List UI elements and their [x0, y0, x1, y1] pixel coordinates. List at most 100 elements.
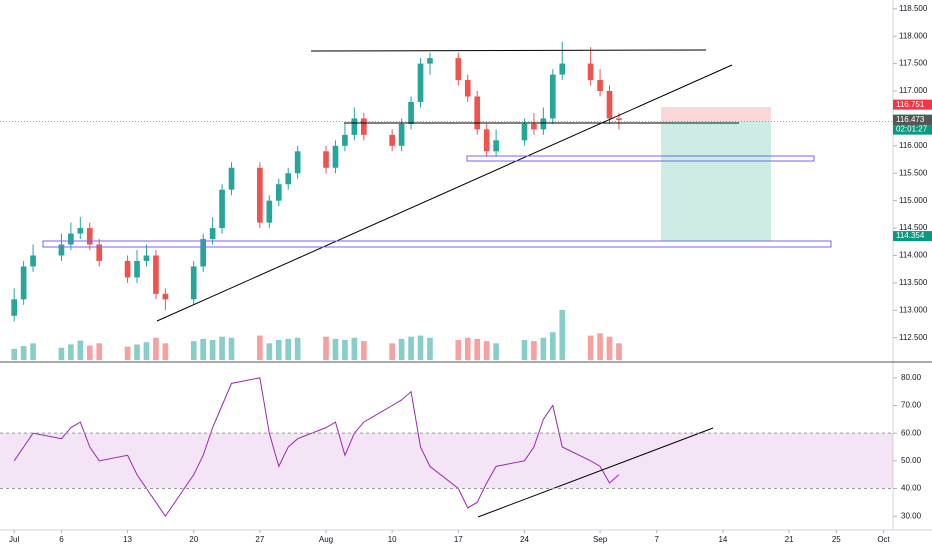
y-tick-label: 115.500 [899, 168, 928, 177]
x-tick-label: 24 [520, 535, 529, 544]
x-tick-label: 13 [123, 535, 132, 544]
candle-body [540, 118, 547, 130]
volume-bar [323, 336, 329, 360]
volume-bar [427, 337, 433, 360]
x-tick-label: 21 [785, 535, 794, 544]
volume-bar [417, 335, 424, 360]
candle-body [597, 80, 603, 92]
candle-body [398, 123, 405, 146]
candle-body [86, 228, 93, 245]
volume-bar [464, 337, 471, 360]
volume-bar [294, 337, 301, 360]
volume-bar [68, 344, 74, 360]
volume-bar [606, 336, 613, 360]
volume-bar [521, 340, 528, 360]
candle-body [531, 123, 537, 130]
x-tick-label: 17 [454, 535, 463, 544]
candle-body [20, 266, 27, 300]
candle-body [549, 74, 556, 119]
rsi-trendline [477, 427, 714, 518]
volume-bar [143, 342, 150, 360]
y2-tick-label: 70.00 [901, 401, 922, 410]
candle-body [134, 260, 140, 278]
volume-bar [285, 338, 292, 360]
volume-bar [597, 333, 603, 360]
candle-body [124, 260, 131, 278]
y-tick-label: 112.500 [899, 333, 928, 342]
candle-body [219, 189, 225, 229]
candle-body [143, 255, 150, 261]
volume-bar [58, 347, 65, 360]
candle-body [209, 228, 216, 240]
volume-bar [134, 344, 140, 360]
volume-bar [96, 343, 103, 360]
resistance-line [310, 49, 707, 52]
volume-bar [587, 335, 594, 360]
price-label: 114.354 [896, 231, 925, 240]
y-tick-label: 118.500 [899, 4, 928, 13]
volume-bar [228, 337, 235, 360]
volume-bar [474, 338, 481, 360]
candle-body [200, 239, 207, 267]
volume-bar [124, 346, 131, 360]
candle-body [342, 134, 348, 146]
volume-bar [408, 336, 414, 360]
volume-bar [209, 340, 216, 360]
price-label-bg [893, 231, 932, 242]
candle-body [266, 200, 273, 223]
candle-body [285, 173, 292, 185]
x-tick-label: Aug [319, 535, 333, 544]
candle-body [493, 140, 499, 152]
candle-body [294, 151, 301, 174]
support-zone [466, 155, 815, 162]
y-tick-label: 115.000 [899, 196, 928, 205]
rsi-line [13, 377, 620, 518]
volume-bar [190, 341, 197, 360]
candle-body [474, 96, 481, 130]
y2-tick-label: 60.00 [901, 428, 922, 437]
candle-body [616, 118, 622, 121]
candle-body [464, 80, 471, 97]
y2-tick-label: 50.00 [901, 456, 922, 465]
volume-bar [153, 337, 159, 360]
volume-bar [275, 340, 282, 360]
price-label: 116.751 [896, 100, 925, 109]
countdown-bg [893, 124, 932, 135]
volume-bar [86, 345, 93, 360]
y-tick-label: 114.000 [899, 251, 928, 260]
volume-bar [219, 336, 225, 360]
candle-body [11, 299, 18, 316]
x-tick-label: 25 [832, 535, 841, 544]
volume-bar [77, 340, 84, 360]
candle-body [483, 129, 490, 152]
y-tick-label: 117.000 [899, 86, 928, 95]
volume-bar [389, 343, 395, 360]
y-tick-label: 113.500 [899, 278, 928, 287]
candle-body [228, 167, 235, 190]
candle-body [417, 63, 424, 102]
x-tick-label: 27 [255, 535, 264, 544]
volume-bar [342, 340, 348, 360]
volume-bar [549, 332, 556, 360]
volume-bar [351, 337, 358, 360]
stop-zone [661, 107, 771, 121]
price-label-bg [893, 99, 932, 110]
y-tick-label: 117.500 [899, 59, 928, 68]
candle-body [58, 244, 65, 256]
x-tick-label: Oct [877, 535, 890, 544]
volume-bar [257, 335, 263, 360]
candle-body [323, 151, 329, 168]
volume-bar [493, 343, 499, 360]
candle-body [360, 118, 367, 135]
candle-body [587, 63, 594, 81]
price-label-bg [893, 114, 932, 125]
volume-bar [455, 340, 462, 360]
volume-bar [162, 343, 169, 360]
x-tick-label: 10 [388, 535, 397, 544]
countdown: 02:01:27 [896, 125, 928, 134]
volume-bar [483, 341, 490, 360]
plot [11, 41, 622, 518]
y2-tick-label: 30.00 [901, 511, 922, 520]
volume-bar [20, 346, 27, 360]
